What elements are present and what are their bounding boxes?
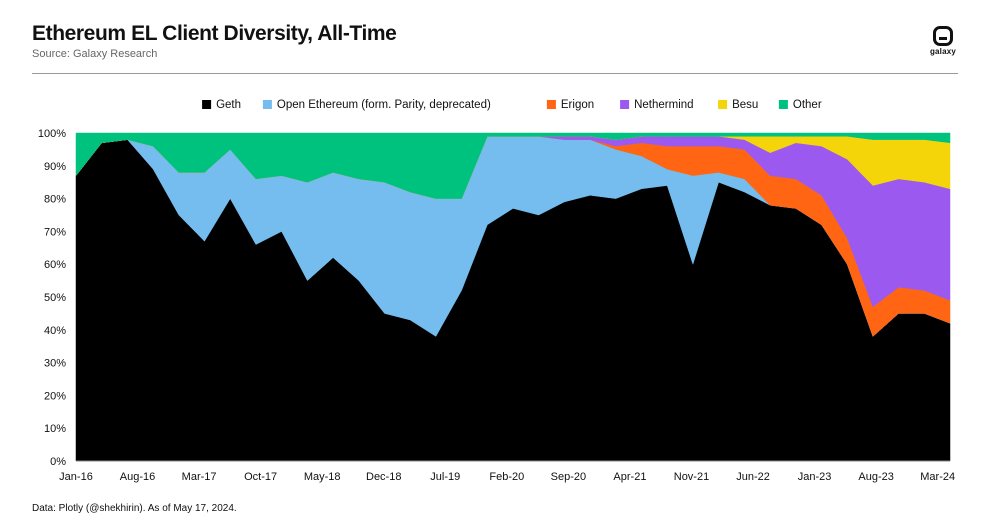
- x-tick-label: Jan-16: [59, 471, 93, 483]
- legend-label-open: Open Ethereum (form. Parity, deprecated): [277, 99, 491, 111]
- y-tick-label: 80%: [44, 194, 66, 206]
- legend-swatch-erigon: [546, 100, 556, 109]
- y-tick-label: 70%: [44, 226, 66, 238]
- x-tick-label: Sep-20: [551, 471, 586, 483]
- y-tick-label: 100%: [38, 128, 66, 140]
- x-tick-label: Nov-21: [674, 471, 709, 483]
- galaxy-logo-icon: [933, 26, 953, 46]
- legend-label-other: Other: [793, 99, 822, 111]
- legend-swatch-open: [262, 100, 272, 109]
- x-tick-label: Aug-23: [858, 471, 893, 483]
- x-tick-label: Jul-19: [430, 471, 460, 483]
- legend-swatch-nethermind: [620, 100, 630, 109]
- y-tick-label: 10%: [44, 423, 66, 435]
- chart-title: Ethereum EL Client Diversity, All-Time: [32, 22, 397, 45]
- chart-header: Ethereum EL Client Diversity, All-Time S…: [32, 22, 958, 76]
- x-tick-label: Oct-17: [244, 471, 277, 483]
- y-tick-label: 60%: [44, 259, 66, 271]
- header-divider: [32, 73, 958, 74]
- x-tick-label: Aug-16: [120, 471, 155, 483]
- chart-subtitle: Source: Galaxy Research: [32, 48, 158, 60]
- chart-svg: Geth Open Ethereum (form. Parity, depreca…: [38, 99, 955, 483]
- x-tick-label: Jan-23: [798, 471, 832, 483]
- y-tick-label: 30%: [44, 358, 66, 370]
- legend-label-besu: Besu: [732, 99, 758, 111]
- chart-area: Geth Open Ethereum (form. Parity, depreca…: [0, 90, 986, 490]
- legend-label-nethermind: Nethermind: [634, 99, 693, 111]
- legend-swatch-geth: [202, 100, 212, 109]
- data-source-note: Data: Plotly (@shekhirin). As of May 17,…: [32, 503, 237, 514]
- legend-label-erigon: Erigon: [561, 99, 594, 111]
- galaxy-logo-text: galaxy: [929, 47, 957, 56]
- x-tick-label: Feb-20: [489, 471, 524, 483]
- legend-swatch-other: [778, 100, 788, 109]
- x-tick-label: Dec-18: [366, 471, 401, 483]
- area-series-other: [75, 132, 951, 199]
- y-tick-label: 20%: [44, 390, 66, 402]
- x-tick-label: May-18: [304, 471, 341, 483]
- y-tick-label: 0%: [50, 456, 66, 468]
- galaxy-logo: galaxy: [928, 26, 958, 56]
- legend-label-geth: Geth: [216, 99, 241, 111]
- x-tick-label: Mar-17: [182, 471, 217, 483]
- x-tick-label: Mar-24: [920, 471, 955, 483]
- x-tick-label: Jun-22: [736, 471, 770, 483]
- x-tick-label: Apr-21: [613, 471, 646, 483]
- y-tick-label: 40%: [44, 325, 66, 337]
- y-tick-label: 90%: [44, 161, 66, 173]
- y-tick-label: 50%: [44, 292, 66, 304]
- legend-swatch-besu: [718, 100, 728, 109]
